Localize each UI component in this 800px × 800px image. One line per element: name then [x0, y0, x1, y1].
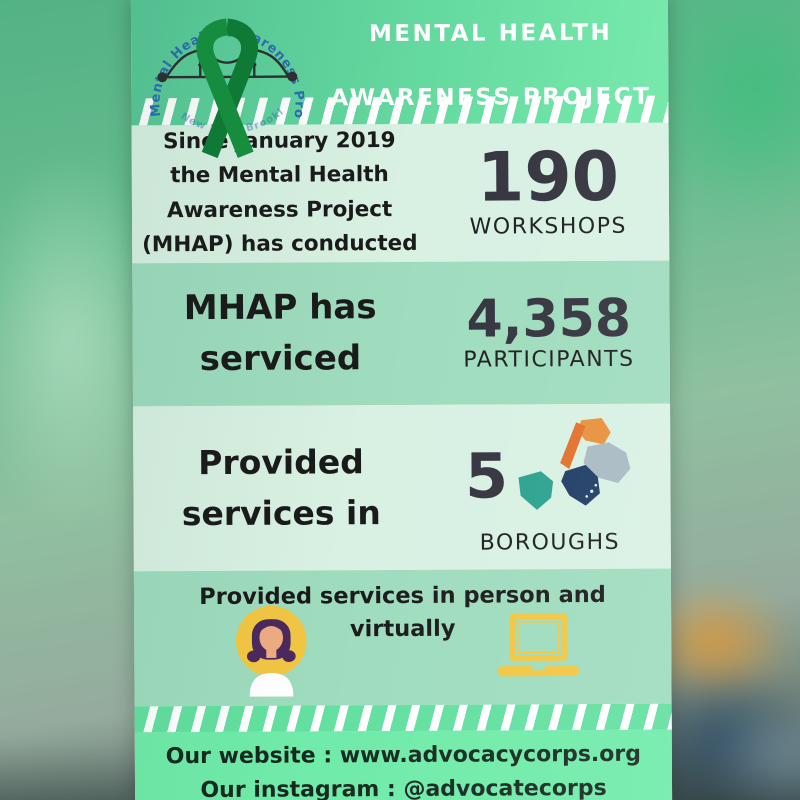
- instagram-line: Our instagram : @advocatecorps: [200, 775, 607, 800]
- stat-value: 4,358: [466, 288, 632, 350]
- nyc-boroughs-map-icon: [518, 417, 631, 510]
- laptop-icon: [497, 612, 580, 676]
- stat-label: PARTICIPANTS: [463, 346, 635, 373]
- mhap-logo: Mental Health Awareness Project New York…: [131, 0, 307, 159]
- stat-label: BOROUGHS: [479, 529, 621, 556]
- poster-title: MENTAL HEALTH AWARENESS PROJECT: [319, 17, 663, 115]
- stat-value: 190: [476, 138, 620, 218]
- stat-value: 5: [464, 439, 509, 513]
- person-icon: [235, 605, 307, 697]
- services-heading: Provided services in person and virtuall…: [199, 581, 606, 643]
- stat-section-participants: MHAP has serviced 4,358 PARTICIPANTS: [132, 260, 671, 406]
- services-section: Provided services in person and virtuall…: [133, 568, 672, 706]
- infographic-poster: Mental Health Awareness Project New York…: [130, 0, 673, 800]
- stat-lead: MHAP has serviced: [183, 287, 377, 380]
- stat-lead: Provided services in: [181, 442, 381, 534]
- website-line: Our website : www.advocacycorps.org: [165, 741, 642, 769]
- title-line2: AWARENESS PROJECT: [330, 84, 652, 112]
- title-line1: MENTAL HEALTH: [368, 19, 613, 48]
- awareness-ribbon-icon: [196, 18, 259, 159]
- stat-label: WORKSHOPS: [469, 214, 628, 240]
- poster-footer: Our website : www.advocacycorps.org Our …: [134, 729, 673, 800]
- poster-header: Mental Health Awareness Project New York…: [130, 0, 669, 159]
- stat-section-boroughs: Provided services in 5 BOROUGHS: [133, 403, 671, 571]
- stripe-divider-bottom: [134, 703, 672, 732]
